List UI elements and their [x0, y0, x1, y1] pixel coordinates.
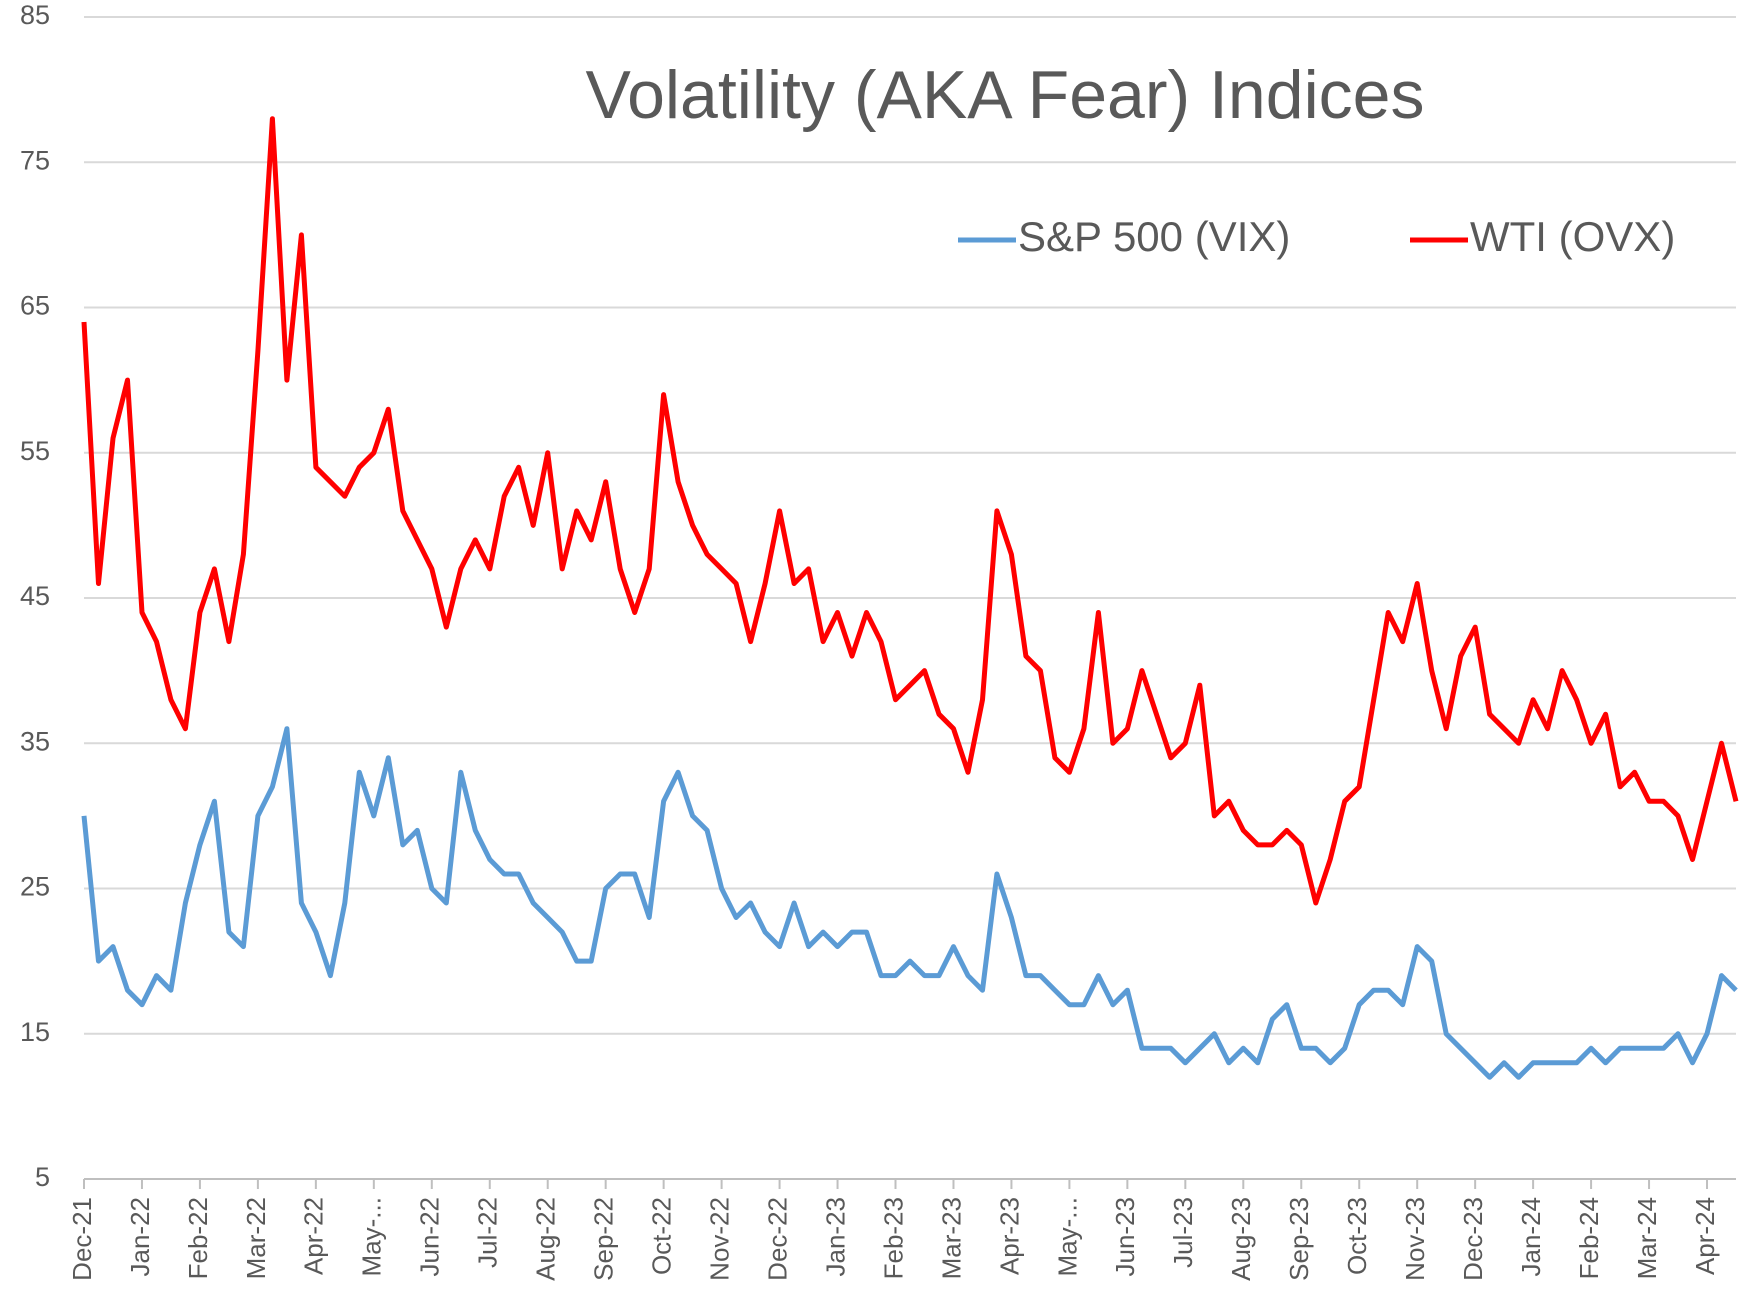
x-tick-label: Feb-22	[183, 1197, 213, 1279]
x-tick-label: Jan-23	[820, 1197, 850, 1277]
x-tick-label: Aug-22	[531, 1197, 561, 1281]
y-tick-label: 25	[20, 872, 50, 902]
x-tick-label: Apr-22	[299, 1197, 329, 1275]
legend-label: WTI (OVX)	[1470, 213, 1675, 260]
x-tick-label: May-...	[1052, 1197, 1082, 1276]
x-tick-label: Apr-23	[994, 1197, 1024, 1275]
x-tick-label: Oct-22	[647, 1197, 677, 1275]
x-tick-label: Apr-24	[1690, 1197, 1720, 1275]
chart-title: Volatility (AKA Fear) Indices	[585, 57, 1424, 133]
x-tick-label: Jul-22	[473, 1197, 503, 1268]
y-tick-label: 35	[20, 726, 50, 756]
y-tick-label: 65	[20, 291, 50, 321]
x-tick-label: Oct-23	[1342, 1197, 1372, 1275]
x-tick-label: Mar-24	[1632, 1197, 1662, 1279]
y-tick-label: 45	[20, 581, 50, 611]
x-tick-label: Jan-24	[1516, 1197, 1546, 1277]
y-tick-label: 15	[20, 1017, 50, 1047]
x-tick-label: Jan-22	[125, 1197, 155, 1277]
y-tick-label: 75	[20, 145, 50, 175]
legend-label: S&P 500 (VIX)	[1018, 213, 1290, 260]
x-tick-label: Mar-23	[936, 1197, 966, 1279]
series-line	[81, 116, 1739, 906]
x-tick-label: May-...	[357, 1197, 387, 1276]
x-tick-label: Jun-22	[415, 1197, 445, 1277]
x-tick-label: Nov-22	[704, 1197, 734, 1281]
x-tick-label: Feb-23	[878, 1197, 908, 1279]
x-tick-label: Nov-23	[1400, 1197, 1430, 1281]
x-tick-label: Dec-22	[762, 1197, 792, 1281]
y-tick-label: 85	[20, 0, 50, 30]
y-tick-label: 55	[20, 436, 50, 466]
x-tick-label: Jul-23	[1168, 1197, 1198, 1268]
x-tick-label: Jun-23	[1110, 1197, 1140, 1277]
x-tick-label: Dec-21	[67, 1197, 97, 1281]
x-tick-label: Mar-22	[241, 1197, 271, 1279]
x-tick-label: Aug-23	[1226, 1197, 1256, 1281]
x-tick-label: Sep-22	[589, 1197, 619, 1281]
series-line	[81, 726, 1738, 1080]
x-tick-label: Sep-23	[1284, 1197, 1314, 1281]
x-tick-label: Feb-24	[1574, 1197, 1604, 1279]
x-tick-label: Dec-23	[1458, 1197, 1488, 1281]
y-tick-label: 5	[35, 1162, 50, 1192]
